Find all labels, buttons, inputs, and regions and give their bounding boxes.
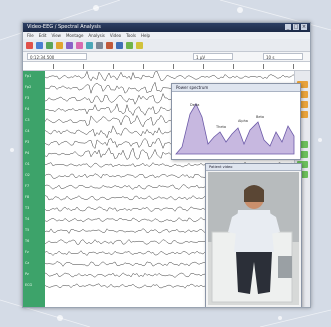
ruler-tick: [143, 64, 144, 69]
channel-label[interactable]: Pz: [25, 272, 29, 276]
window-controls: _ □ ×: [285, 24, 307, 30]
menu-montage[interactable]: Montage: [65, 33, 84, 38]
spectrum-label-theta: Theta: [215, 125, 226, 129]
zoom-icon[interactable]: [96, 41, 103, 49]
channel-label[interactable]: F4: [25, 107, 30, 111]
menu-edit[interactable]: Edit: [38, 33, 47, 38]
record-icon[interactable]: [26, 41, 33, 49]
range-field[interactable]: 10 s: [263, 53, 303, 60]
patient-video-image: [208, 172, 299, 305]
play-icon[interactable]: [46, 41, 53, 49]
event-marker-icon[interactable]: [297, 91, 308, 98]
title-bar: Video-EEG / Spectral Analysis _ □ ×: [23, 23, 310, 32]
spectrum-panel[interactable]: Power spectrum Delta Theta Alpha Beta: [171, 83, 301, 160]
spectrum-panel-title: Power spectrum: [172, 84, 300, 92]
channel-toggle-icon[interactable]: [297, 151, 308, 158]
event-marker-icon[interactable]: [297, 111, 308, 118]
filter-icon[interactable]: [106, 41, 113, 49]
minimize-button[interactable]: _: [285, 24, 291, 30]
channel-label[interactable]: C4: [25, 129, 30, 133]
menu-help[interactable]: Help: [140, 33, 151, 38]
event-marker-icon[interactable]: [297, 81, 308, 88]
settings-icon[interactable]: [136, 41, 143, 49]
channel-label[interactable]: T5: [25, 228, 30, 232]
spectrum-icon[interactable]: [76, 41, 83, 49]
secondary-toolbar: 0:12:34.500 1 µV 10 s: [23, 52, 310, 62]
menu-file[interactable]: File: [27, 33, 34, 38]
menu-view[interactable]: View: [51, 33, 61, 38]
ruler-tick: [83, 64, 84, 69]
channel-label[interactable]: T6: [25, 239, 30, 243]
spectrum-label-delta: Delta: [190, 103, 199, 107]
channel-label[interactable]: P4: [25, 151, 30, 155]
channel-label[interactable]: F3: [25, 96, 30, 100]
video-icon[interactable]: [116, 41, 123, 49]
spectrum-label-beta: Beta: [256, 115, 264, 119]
channel-label[interactable]: Cz: [25, 261, 30, 265]
channel-label[interactable]: O2: [25, 173, 30, 177]
ruler-tick: [113, 64, 114, 69]
patient-video-frame: [208, 172, 299, 305]
channel-toggle-icon[interactable]: [297, 161, 308, 168]
ruler-tick: [263, 64, 264, 69]
print-icon[interactable]: [126, 41, 133, 49]
channel-toggle-icon[interactable]: [297, 171, 308, 178]
menu-tools[interactable]: Tools: [126, 33, 136, 38]
channel-label[interactable]: F8: [25, 195, 30, 199]
close-button[interactable]: ×: [301, 24, 307, 30]
open-icon[interactable]: [36, 41, 43, 49]
application-window: Video-EEG / Spectral Analysis _ □ × File…: [22, 22, 311, 308]
ruler-tick: [53, 64, 54, 69]
channel-label[interactable]: T4: [25, 217, 30, 221]
ruler-tick: [293, 64, 294, 69]
video-panel[interactable]: Patient video: [205, 163, 302, 307]
spectrum-label-alpha: Alpha: [238, 119, 248, 123]
menu-bar: File Edit View Montage Analysis Video To…: [23, 32, 310, 39]
gain-field[interactable]: 1 µV: [193, 53, 233, 60]
spectrum-area: [175, 103, 295, 155]
channel-label[interactable]: P3: [25, 140, 30, 144]
event-marker-icon[interactable]: [297, 101, 308, 108]
channel-label[interactable]: Fp1: [25, 74, 32, 78]
ruler-tick: [173, 64, 174, 69]
time-ruler: [23, 62, 310, 71]
channel-label[interactable]: ECG: [25, 283, 33, 287]
menu-analysis[interactable]: Analysis: [88, 33, 105, 38]
ruler-tick: [233, 64, 234, 69]
channel-label[interactable]: F7: [25, 184, 30, 188]
window-title: Video-EEG / Spectral Analysis: [27, 24, 101, 30]
main-toolbar: [23, 39, 310, 52]
channel-label[interactable]: C3: [25, 118, 30, 122]
spectrum-plot: Delta Theta Alpha Beta: [175, 103, 295, 155]
channel-toggle-icon[interactable]: [297, 141, 308, 148]
ruler-tick: [203, 64, 204, 69]
channel-label[interactable]: Fz: [25, 250, 29, 254]
marker-icon[interactable]: [66, 41, 73, 49]
eeg-trace: [44, 70, 296, 82]
time-field[interactable]: 0:12:34.500: [27, 53, 87, 60]
channel-label[interactable]: Fp2: [25, 85, 32, 89]
video-panel-title: Patient video: [206, 164, 301, 171]
channel-label[interactable]: O1: [25, 162, 30, 166]
pause-icon[interactable]: [56, 41, 63, 49]
maximize-button[interactable]: □: [293, 24, 299, 30]
channel-label-panel: Fp1 Fp2 F3 F4 C3 C4 P3 P4 O1 O2 F7 F8 T3…: [23, 71, 45, 307]
channel-label[interactable]: T3: [25, 206, 30, 210]
montage-icon[interactable]: [86, 41, 93, 49]
menu-video[interactable]: Video: [109, 33, 122, 38]
